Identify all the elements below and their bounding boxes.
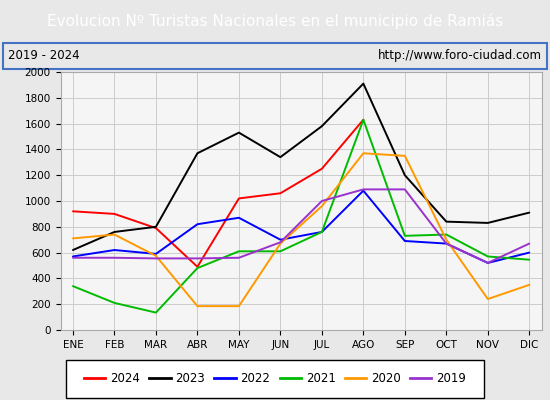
- Legend: 2024, 2023, 2022, 2021, 2020, 2019: 2024, 2023, 2022, 2021, 2020, 2019: [79, 368, 471, 390]
- Text: Evolucion Nº Turistas Nacionales en el municipio de Ramiás: Evolucion Nº Turistas Nacionales en el m…: [47, 13, 503, 29]
- Text: 2019 - 2024: 2019 - 2024: [8, 49, 80, 62]
- Text: http://www.foro-ciudad.com: http://www.foro-ciudad.com: [378, 49, 542, 62]
